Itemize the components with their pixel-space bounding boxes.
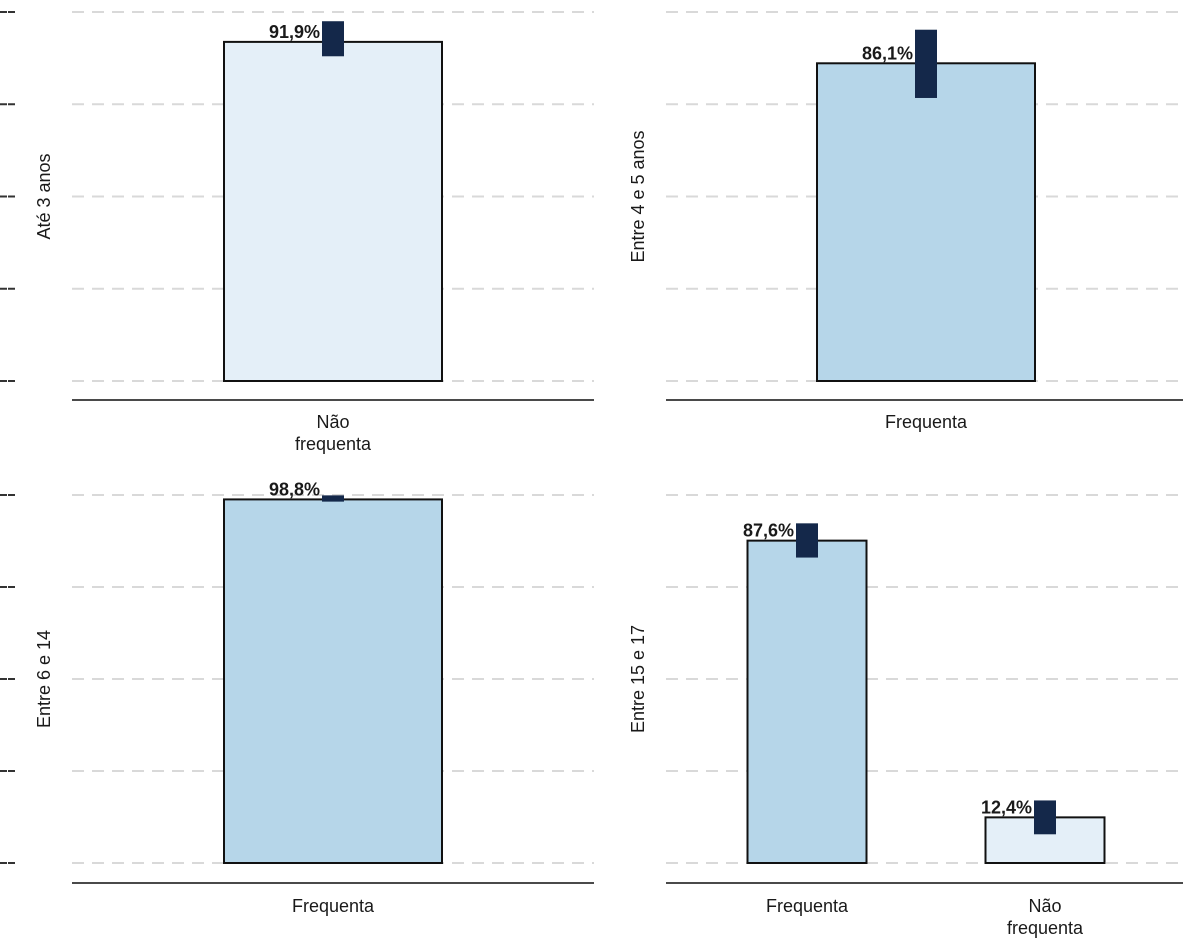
y-axis-label: Entre 15 e 17 bbox=[628, 625, 648, 733]
facet-panel-1: Até 3 anos 91,9% Não frequenta bbox=[8, 11, 594, 454]
bar-nao-frequenta bbox=[223, 40, 443, 382]
error-bar bbox=[322, 495, 344, 502]
x-tick-label: Frequenta bbox=[885, 412, 968, 432]
x-tick-label: Não frequenta bbox=[1007, 896, 1084, 938]
error-bar bbox=[322, 21, 344, 57]
data-label: 98,8% bbox=[269, 479, 320, 499]
bar-frequenta bbox=[223, 498, 443, 864]
data-label: 12,4% bbox=[981, 797, 1032, 817]
y-axis-label: Entre 6 e 14 bbox=[34, 630, 54, 728]
data-label: 86,1% bbox=[862, 43, 913, 63]
facet-panel-4: Entre 15 e 17 87,6% Frequenta 12,4% Não frequ… bbox=[0, 494, 1183, 938]
bar-nao-frequenta bbox=[984, 816, 1106, 864]
bar-frequenta bbox=[816, 62, 1036, 383]
data-label: 91,9% bbox=[269, 22, 320, 42]
y-axis-label: Até 3 anos bbox=[34, 153, 54, 239]
y-axis-label: Entre 4 e 5 anos bbox=[628, 130, 648, 262]
x-tick-label: Não frequenta bbox=[295, 412, 372, 454]
x-tick-label: Frequenta bbox=[292, 896, 375, 916]
x-tick-label: Frequenta bbox=[766, 896, 849, 916]
data-label: 87,6% bbox=[743, 521, 794, 541]
facet-panel-3: Entre 6 e 14 98,8% Frequenta bbox=[8, 479, 594, 916]
facet-panel-2: Entre 4 e 5 anos 86,1% Frequenta bbox=[0, 11, 1183, 432]
error-bar bbox=[1034, 800, 1056, 835]
error-bar bbox=[915, 29, 937, 98]
bar-frequenta bbox=[746, 539, 868, 865]
error-bar bbox=[796, 523, 818, 558]
